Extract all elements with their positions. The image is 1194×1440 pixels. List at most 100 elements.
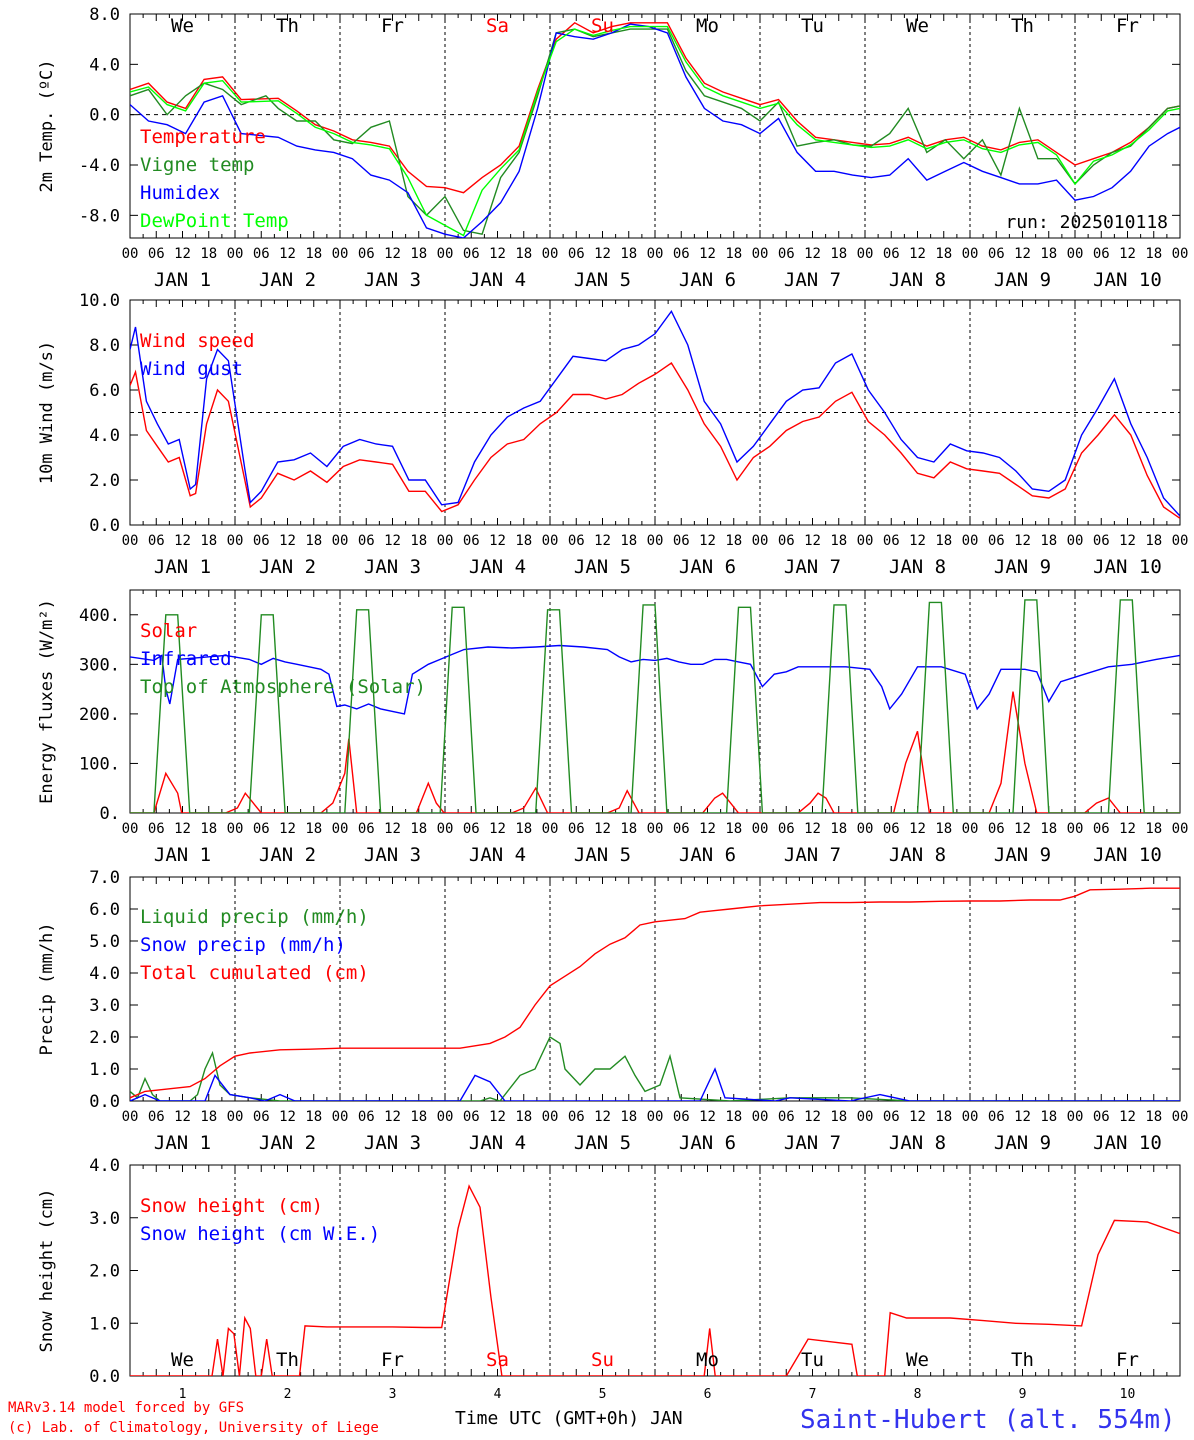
weekday-label: Mo — [696, 15, 719, 37]
hour-tick-label: 12 — [909, 533, 926, 549]
series-line-total-cumulated-cm — [130, 887, 1180, 1099]
hour-tick-label: 00 — [647, 246, 664, 262]
hour-tick-label: 12 — [804, 246, 821, 262]
legend-entry: Total cumulated (cm) — [140, 962, 369, 984]
y-tick-label: 300. — [79, 655, 120, 675]
plot-frame — [129, 13, 1181, 239]
run-annotation: run: 2025010118 — [1005, 212, 1168, 233]
weekday-label: We — [171, 1349, 194, 1371]
panel-1: 8.0 4.0 0.0 -4.0 -8.0 2m Temp. (ºC) Temperatur… — [37, 5, 1188, 291]
hour-tick-label: 18 — [515, 1109, 532, 1125]
date-label: JAN 6 — [679, 1132, 736, 1154]
hour-tick-label: 06 — [673, 1109, 690, 1125]
date-label: JAN 8 — [889, 1132, 946, 1154]
date-label: JAN 2 — [259, 844, 316, 866]
hour-tick-label: 00 — [962, 1109, 979, 1125]
y-tick-label: 100. — [79, 754, 120, 774]
y-tick-label: 0.0 — [89, 1367, 120, 1387]
hour-tick-label: 18 — [935, 533, 952, 549]
y-tick-label: 2.0 — [89, 1262, 120, 1282]
y-tick-label: 200. — [79, 705, 120, 725]
hour-tick-label: 18 — [200, 533, 217, 549]
weekday-label: We — [906, 15, 929, 37]
date-label: JAN 10 — [1093, 269, 1162, 291]
day-number-label: 10 — [1120, 1387, 1136, 1402]
hour-tick-label: 12 — [594, 533, 611, 549]
date-label: JAN 3 — [364, 1132, 421, 1154]
hour-tick-label: 12 — [174, 533, 191, 549]
y-tick-label: 10.0 — [79, 291, 120, 311]
hour-tick-label: 06 — [568, 821, 585, 837]
hour-tick-label: 18 — [1145, 533, 1162, 549]
y-axis-label: 10m Wind (m/s) — [37, 341, 57, 484]
hour-tick-label: 00 — [437, 533, 454, 549]
legend-entry: Wind speed — [140, 330, 254, 352]
hour-tick-label: 06 — [883, 1109, 900, 1125]
hour-tick-label: 06 — [148, 821, 165, 837]
date-label: JAN 1 — [154, 556, 211, 578]
series-line-snow-height-cm — [130, 1184, 1180, 1376]
hour-tick-label: 00 — [752, 821, 769, 837]
date-label: JAN 8 — [889, 556, 946, 578]
hour-tick-label: 06 — [463, 246, 480, 262]
hour-tick-label: 12 — [174, 246, 191, 262]
y-tick-label: 4.0 — [89, 426, 120, 446]
hour-tick-label: 12 — [174, 821, 191, 837]
hour-tick-label: 00 — [647, 821, 664, 837]
hour-tick-label: 12 — [1119, 246, 1136, 262]
hour-tick-label: 12 — [699, 1109, 716, 1125]
y-tick-label: 1.0 — [89, 1060, 120, 1080]
hour-tick-label: 12 — [174, 1109, 191, 1125]
hour-tick-label: 06 — [568, 246, 585, 262]
series-line-dewpoint-temp — [130, 25, 1180, 237]
hour-tick-label: 12 — [384, 821, 401, 837]
panel-3: 400. 300. 200. 100. 0. Energy fluxes (W/m²) So… — [37, 589, 1188, 866]
hour-tick-label: 06 — [778, 533, 795, 549]
hour-tick-label: 00 — [857, 1109, 874, 1125]
hour-tick-label: 12 — [1014, 246, 1031, 262]
hour-tick-label: 06 — [1093, 821, 1110, 837]
date-label: JAN 7 — [784, 269, 841, 291]
weekday-label: Fr — [1116, 1349, 1139, 1371]
date-label: JAN 5 — [574, 844, 631, 866]
hour-tick-label: 06 — [148, 246, 165, 262]
hour-tick-label: 00 — [437, 246, 454, 262]
hour-tick-label: 12 — [804, 533, 821, 549]
hour-tick-label: 06 — [778, 246, 795, 262]
hour-tick-label: 12 — [699, 246, 716, 262]
series-line-top-of-atmosphere-solar — [130, 599, 1180, 813]
hour-tick-label: 12 — [384, 533, 401, 549]
y-tick-label: 8.0 — [89, 5, 120, 25]
legend-entry: Liquid precip (mm/h) — [140, 906, 369, 928]
hour-tick-label: 12 — [279, 821, 296, 837]
hour-tick-label: 12 — [1014, 533, 1031, 549]
hour-tick-label: 00 — [332, 533, 349, 549]
hour-tick-label: 18 — [410, 821, 427, 837]
hour-tick-label: 12 — [804, 821, 821, 837]
day-number-label: 5 — [599, 1387, 607, 1402]
lab-credit: (c) Lab. of Climatology, University of L… — [8, 1420, 379, 1436]
hour-tick-label: 18 — [1040, 246, 1057, 262]
y-tick-label: 2.0 — [89, 1028, 120, 1048]
hour-tick-label: 00 — [1067, 246, 1084, 262]
hour-tick-label: 06 — [1093, 533, 1110, 549]
day-number-label: 2 — [284, 1387, 292, 1402]
hour-tick-label: 06 — [1093, 246, 1110, 262]
legend-entry: Infrared — [140, 648, 232, 670]
hour-tick-label: 00 — [542, 1109, 559, 1125]
hour-tick-label: 00 — [122, 533, 139, 549]
hour-tick-label: 12 — [489, 246, 506, 262]
legend-entry: DewPoint Temp — [140, 210, 289, 232]
day-number-label: 8 — [914, 1387, 922, 1402]
hour-tick-label: 00 — [1172, 533, 1189, 549]
hour-tick-label: 06 — [988, 1109, 1005, 1125]
hour-tick-label: 18 — [305, 1109, 322, 1125]
legend-entry: Snow height (cm) — [140, 1195, 323, 1217]
y-tick-label: 2.0 — [89, 471, 120, 491]
date-label: JAN 2 — [259, 1132, 316, 1154]
hour-tick-label: 00 — [227, 821, 244, 837]
weekday-label: Th — [276, 1349, 299, 1371]
date-label: JAN 10 — [1093, 844, 1162, 866]
hour-tick-label: 06 — [463, 821, 480, 837]
